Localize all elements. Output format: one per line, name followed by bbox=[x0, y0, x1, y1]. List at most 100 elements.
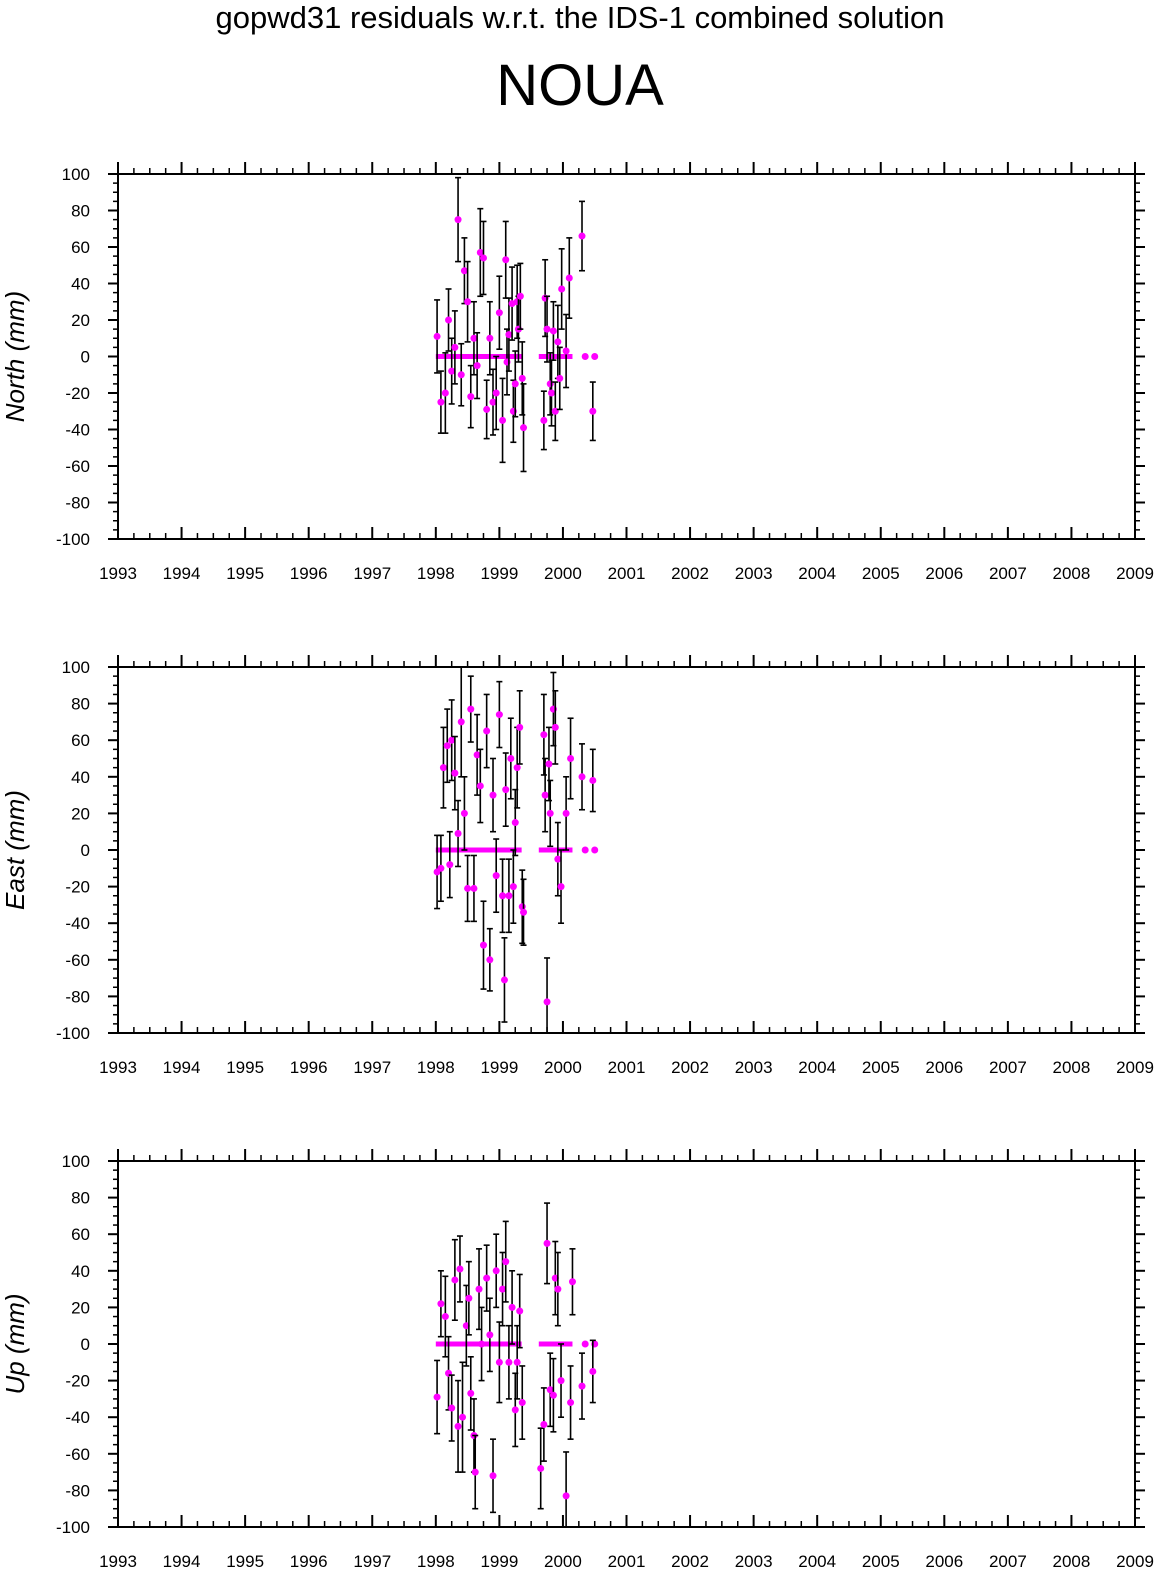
data-point bbox=[545, 760, 553, 768]
x-tick-label: 2000 bbox=[544, 1552, 582, 1571]
data-point bbox=[470, 884, 478, 892]
y-tick-label: 0 bbox=[81, 841, 90, 860]
data-point bbox=[459, 1413, 467, 1421]
data-point bbox=[557, 883, 565, 891]
x-tick-label: 2004 bbox=[798, 1058, 836, 1077]
data-point bbox=[511, 1406, 519, 1414]
y-tick-label: 40 bbox=[71, 768, 90, 787]
data-point bbox=[448, 1404, 456, 1412]
y-tick-label: -60 bbox=[65, 457, 90, 476]
y-tick-label: -20 bbox=[65, 1372, 90, 1391]
x-tick-label: 1997 bbox=[353, 1552, 391, 1571]
data-point bbox=[541, 791, 549, 799]
x-tick-label: 2007 bbox=[989, 564, 1027, 583]
data-point bbox=[505, 1358, 513, 1366]
data-point bbox=[439, 764, 447, 772]
data-point bbox=[478, 1340, 486, 1348]
data-point bbox=[557, 1377, 565, 1385]
y-tick-label: -100 bbox=[56, 530, 90, 549]
data-point bbox=[589, 407, 597, 415]
y-tick-label: 100 bbox=[62, 165, 90, 184]
x-tick-label: 2006 bbox=[925, 1058, 963, 1077]
x-tick-label: 2008 bbox=[1053, 1552, 1091, 1571]
x-tick-label: 1993 bbox=[99, 1058, 137, 1077]
data-point bbox=[486, 956, 494, 964]
data-point bbox=[505, 331, 513, 339]
data-point bbox=[502, 256, 510, 264]
y-tick-label: 60 bbox=[71, 731, 90, 750]
data-point bbox=[483, 405, 491, 413]
plot-frame bbox=[117, 1160, 1136, 1528]
data-point bbox=[492, 872, 500, 880]
data-point bbox=[499, 892, 507, 900]
data-point bbox=[518, 374, 526, 382]
data-point bbox=[473, 362, 481, 370]
data-point bbox=[441, 389, 449, 397]
data-point bbox=[565, 274, 573, 282]
x-tick-label: 1995 bbox=[226, 1058, 264, 1077]
x-tick-label: 2006 bbox=[925, 564, 963, 583]
data-point bbox=[540, 416, 548, 424]
y-tick-label: -60 bbox=[65, 1445, 90, 1464]
data-point bbox=[568, 1278, 576, 1286]
x-tick-label: 2002 bbox=[671, 1058, 709, 1077]
data-point bbox=[499, 1285, 507, 1293]
y-tick-label: -80 bbox=[65, 494, 90, 513]
data-point bbox=[505, 892, 513, 900]
data-point bbox=[448, 736, 456, 744]
x-tick-label: 1996 bbox=[290, 1058, 328, 1077]
y-tick-label: 20 bbox=[71, 1298, 90, 1317]
x-tick-label: 2001 bbox=[608, 564, 646, 583]
data-point bbox=[578, 1382, 586, 1390]
x-tick-label: 2006 bbox=[925, 1552, 963, 1571]
data-point bbox=[470, 334, 478, 342]
x-tick-label: 1996 bbox=[290, 1552, 328, 1571]
data-point bbox=[495, 711, 503, 719]
data-point bbox=[543, 998, 551, 1006]
x-tick-label: 2008 bbox=[1053, 1058, 1091, 1077]
data-point bbox=[516, 1307, 524, 1315]
zero-series-point bbox=[591, 353, 599, 360]
data-point bbox=[473, 751, 481, 759]
y-tick-label: -80 bbox=[65, 1481, 90, 1500]
data-point bbox=[543, 325, 551, 333]
x-tick-label: 2005 bbox=[862, 1552, 900, 1571]
y-tick-label: 80 bbox=[71, 202, 90, 221]
y-axis-label: North (mm) bbox=[0, 291, 30, 422]
data-point bbox=[448, 367, 456, 375]
data-point bbox=[495, 1358, 503, 1366]
y-tick-label: 0 bbox=[81, 348, 90, 367]
panel-1: 1993 1994 1995 1996 1997 1998 1999 2000 2001 2002… bbox=[0, 655, 1154, 1077]
x-tick-label: 2007 bbox=[989, 1058, 1027, 1077]
x-tick-label: 2002 bbox=[671, 1552, 709, 1571]
station-name: NOUA bbox=[496, 53, 664, 118]
data-point bbox=[537, 1464, 545, 1472]
data-point bbox=[578, 232, 586, 240]
x-tick-label: 2009 bbox=[1116, 1552, 1154, 1571]
y-tick-label: 100 bbox=[62, 658, 90, 677]
data-point bbox=[486, 334, 494, 342]
x-tick-label: 2007 bbox=[989, 1552, 1027, 1571]
x-tick-label: 1993 bbox=[99, 564, 137, 583]
x-tick-label: 1994 bbox=[163, 1552, 201, 1571]
y-tick-label: -100 bbox=[56, 1518, 90, 1537]
x-tick-label: 1999 bbox=[480, 564, 518, 583]
data-point bbox=[437, 398, 445, 406]
data-point bbox=[483, 1274, 491, 1282]
data-point bbox=[499, 416, 507, 424]
x-tick-label: 2004 bbox=[798, 564, 836, 583]
data-point bbox=[451, 1276, 459, 1284]
x-tick-label: 2000 bbox=[544, 564, 582, 583]
data-point bbox=[520, 424, 528, 432]
data-point bbox=[489, 791, 497, 799]
data-point bbox=[492, 1267, 500, 1275]
data-point bbox=[464, 298, 472, 306]
data-point bbox=[479, 941, 487, 949]
data-point bbox=[540, 1421, 548, 1429]
x-tick-label: 2003 bbox=[735, 1552, 773, 1571]
data-point bbox=[451, 343, 459, 351]
data-point bbox=[562, 1492, 570, 1500]
y-tick-label: 0 bbox=[81, 1335, 90, 1354]
x-tick-label: 2001 bbox=[608, 1058, 646, 1077]
data-point bbox=[467, 1389, 475, 1397]
